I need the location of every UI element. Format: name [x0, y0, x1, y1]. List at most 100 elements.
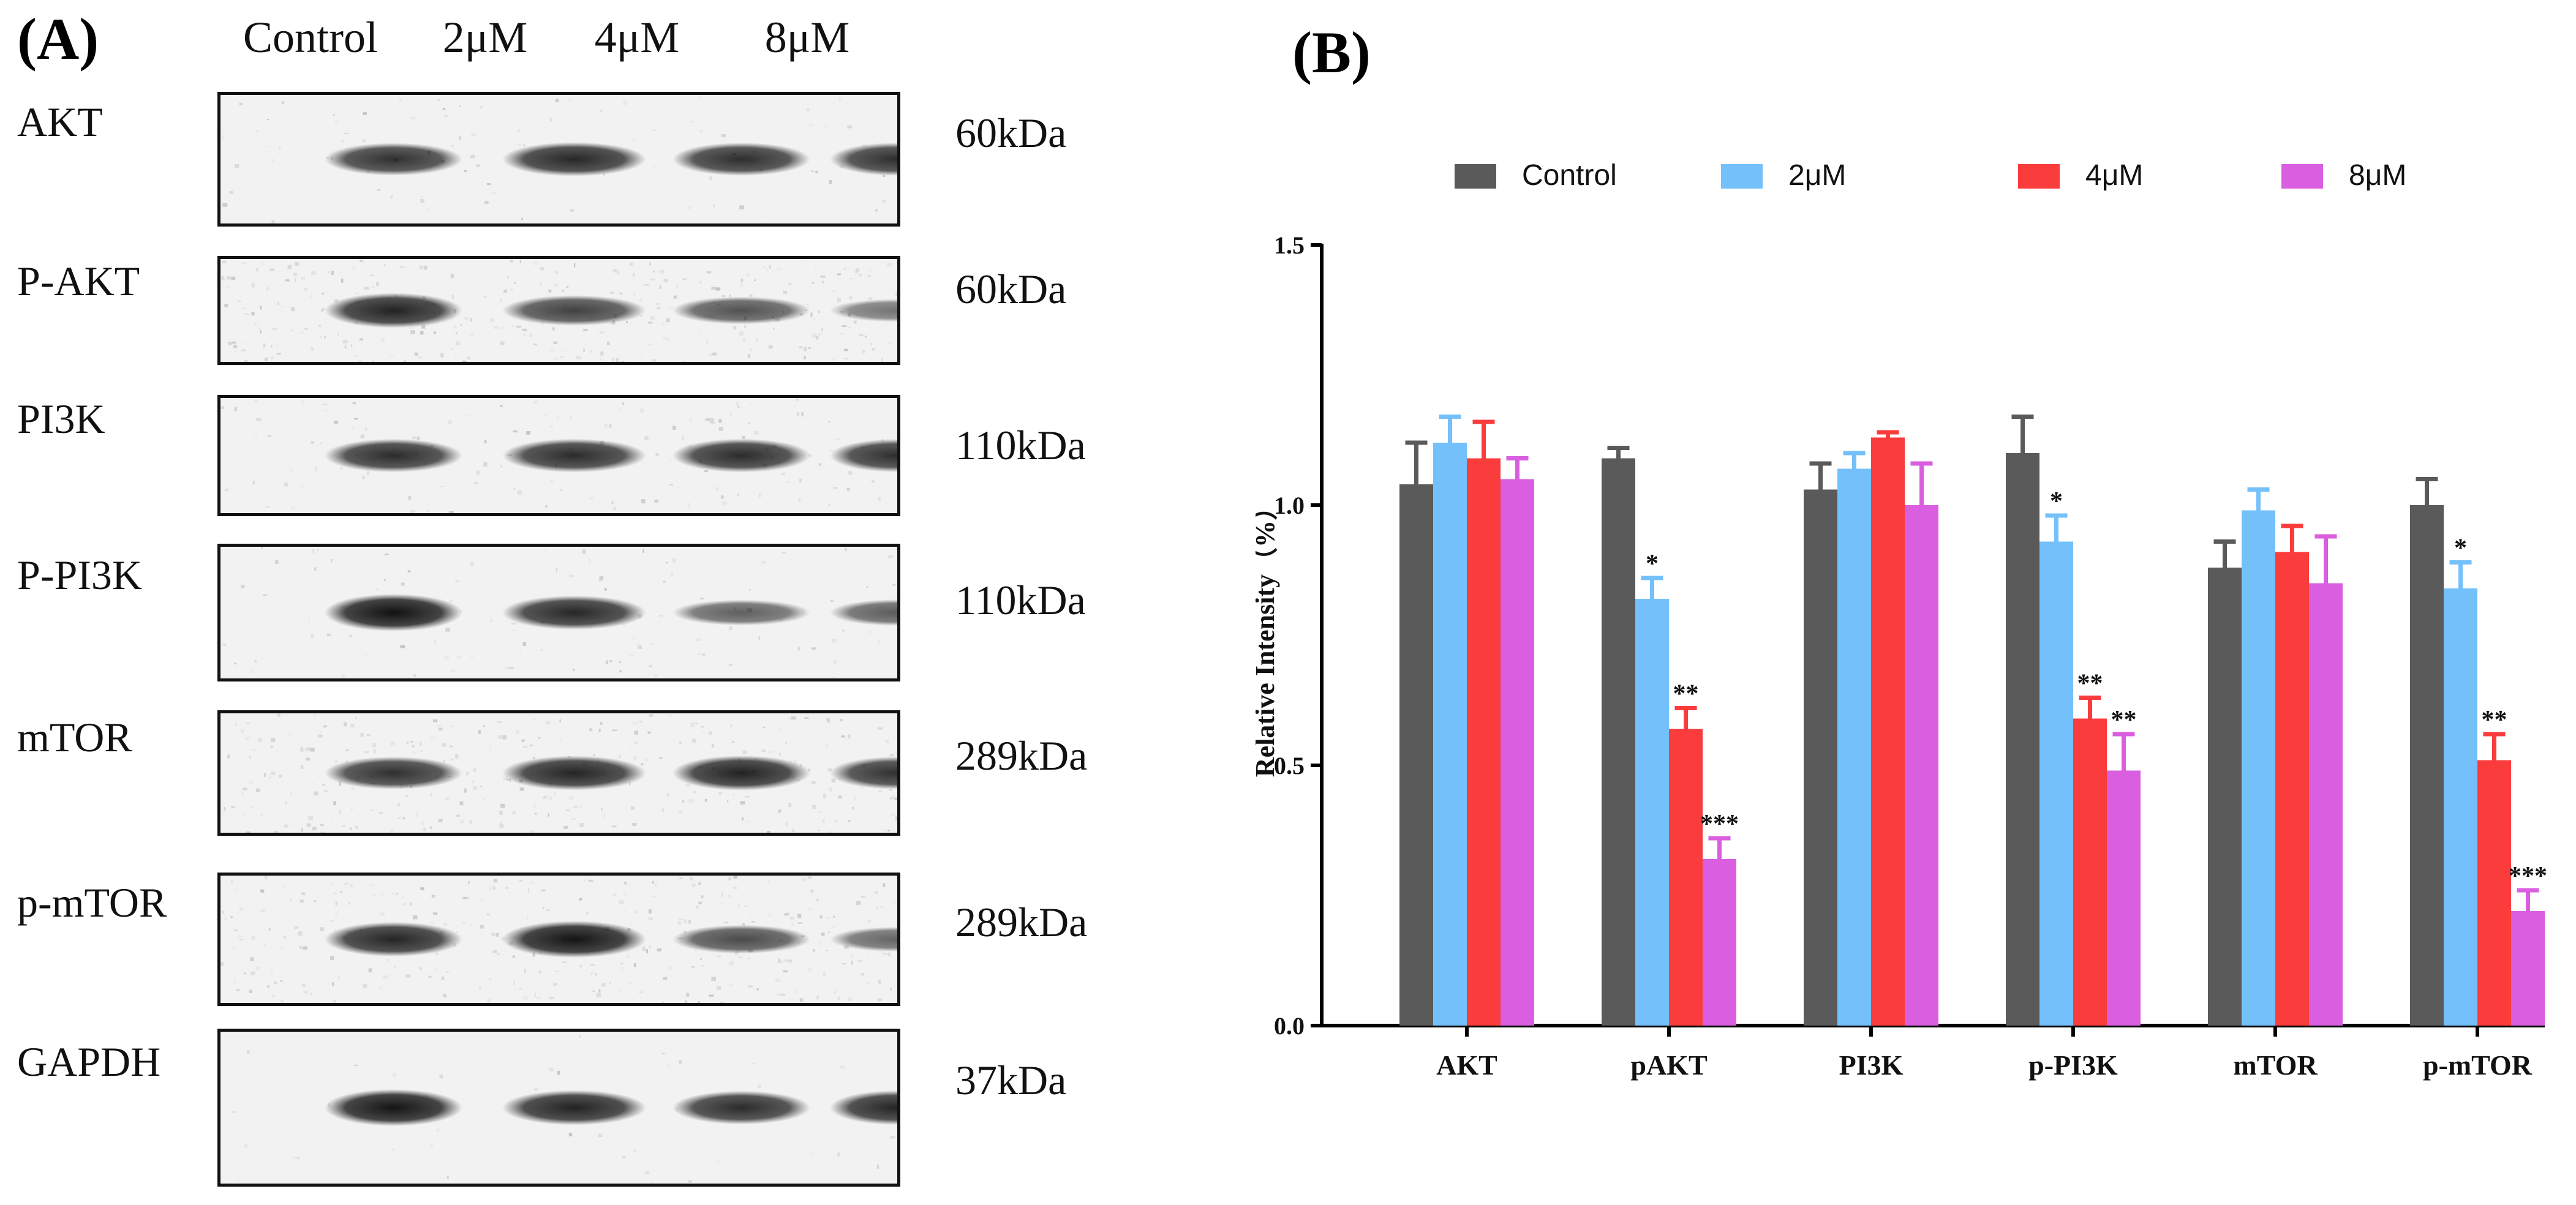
- blot-row-kda: 37kDa: [955, 1057, 1067, 1103]
- bar-Control-PI3K: [1804, 489, 1837, 1026]
- blot-band: [672, 755, 810, 791]
- blot-band: [830, 299, 897, 322]
- blot-band: [830, 142, 897, 176]
- blot-band: [830, 438, 897, 473]
- bar-Control-mTOR: [2208, 568, 2242, 1026]
- legend-label: 2μM: [1788, 159, 1846, 192]
- significance-marker: ***: [1700, 810, 1739, 838]
- blot-band: [672, 438, 810, 473]
- legend-swatch: [2281, 164, 2323, 189]
- blot-row-label: p-mTOR: [17, 879, 167, 926]
- blot-band: [672, 296, 810, 325]
- bar-2M-pAKT: [1635, 599, 1669, 1026]
- blot-band: [502, 595, 646, 630]
- bar-4M-PI3K: [1871, 437, 1905, 1026]
- column-label-control: Control: [243, 13, 378, 62]
- y-tick-label: 1.5: [1274, 231, 1305, 259]
- blot-row-label: AKT: [17, 99, 103, 145]
- significance-marker: *: [2050, 487, 2063, 516]
- blot-strip: [217, 256, 900, 365]
- significance-marker: *: [1646, 550, 1659, 578]
- chart-bars: *****************: [1399, 415, 2547, 1026]
- bar-4M-AKT: [1467, 458, 1501, 1026]
- panel-a-label: (A): [17, 6, 99, 72]
- significance-marker: *: [2454, 535, 2467, 563]
- bar-4M-pAKT: [1669, 729, 1703, 1026]
- blot-strip: [217, 710, 900, 836]
- chart-legend: Control 2μM 4μM 8μM: [1455, 159, 2406, 192]
- blot-row-label: PI3K: [17, 396, 105, 442]
- blot-row-kda: 289kDa: [955, 732, 1088, 779]
- legend-label: Control: [1522, 159, 1617, 192]
- bar-2M-AKT: [1433, 443, 1467, 1026]
- blot-band: [502, 920, 646, 958]
- legend-swatch: [1455, 164, 1496, 189]
- bar-8M-p-mTOR: [2511, 911, 2545, 1026]
- x-tick-label: mTOR: [2233, 1049, 2318, 1081]
- blot-band: [325, 143, 462, 176]
- significance-marker: **: [2111, 706, 2137, 734]
- x-tick-label: p-mTOR: [2423, 1049, 2533, 1081]
- blot-row-label: GAPDH: [17, 1038, 161, 1085]
- blot-row-kda: 60kDa: [955, 266, 1067, 312]
- column-label-2um: 2μM: [442, 13, 528, 62]
- y-tick-label: 1.0: [1274, 492, 1305, 519]
- blot-band: [830, 599, 897, 626]
- blot-strip: [217, 92, 900, 227]
- blot-row-kda: 110kDa: [955, 422, 1086, 468]
- blot-strip: [217, 395, 900, 516]
- x-tick-label: AKT: [1436, 1049, 1497, 1081]
- bar-4M-mTOR: [2275, 552, 2309, 1026]
- bar-8M-mTOR: [2309, 583, 2343, 1026]
- legend-swatch: [1721, 164, 1763, 189]
- blot-band: [830, 926, 897, 952]
- blot-row-kda: 110kDa: [955, 577, 1086, 623]
- blot-band: [325, 756, 462, 790]
- significance-marker: ***: [2509, 862, 2547, 890]
- legend-label: 8μM: [2349, 159, 2406, 192]
- bar-4M-p-mTOR: [2477, 760, 2511, 1026]
- blot-band: [502, 142, 646, 176]
- x-tick-label: p-PI3K: [2028, 1049, 2118, 1081]
- blot-band: [502, 438, 646, 473]
- blot-band: [672, 925, 810, 954]
- blot-row-label: mTOR: [17, 714, 132, 760]
- bar-2M-p-mTOR: [2444, 588, 2477, 1026]
- blot-band: [325, 293, 462, 328]
- bar-Control-pAKT: [1602, 458, 1635, 1026]
- bar-2M-PI3K: [1837, 468, 1871, 1026]
- blot-band: [830, 1090, 897, 1125]
- bar-8M-p-PI3K: [2107, 770, 2141, 1026]
- blot-strip: [217, 873, 900, 1006]
- bar-Control-p-mTOR: [2410, 505, 2444, 1026]
- panel-b-label: (B): [1292, 20, 1371, 85]
- bar-Control-p-PI3K: [2006, 453, 2039, 1026]
- blot-strip: [217, 544, 900, 681]
- blot-band: [672, 142, 810, 176]
- legend-swatch: [2018, 164, 2060, 189]
- blot-strip: [217, 1029, 900, 1187]
- y-axis-title: Relative Intensity（%）: [1256, 494, 1280, 777]
- x-tick-label: PI3K: [1839, 1049, 1904, 1081]
- column-label-4um: 4μM: [594, 13, 680, 62]
- column-label-8um: 8μM: [764, 13, 850, 62]
- significance-marker: **: [1673, 680, 1699, 708]
- bar-2M-mTOR: [2242, 510, 2275, 1026]
- blot-band: [325, 922, 462, 957]
- blot-row-label: P-AKT: [17, 258, 140, 304]
- blot-row-label: P-PI3K: [17, 552, 143, 598]
- blot-band: [502, 295, 646, 326]
- bar-8M-AKT: [1501, 479, 1534, 1026]
- blot-band: [830, 756, 897, 790]
- bar-chart: (B) Control 2μM 4μM 8μM 0.0 0.5 1.0 1.5 AKT pAKT…: [1256, 20, 2547, 1081]
- y-tick-label: 0.5: [1274, 752, 1305, 779]
- y-tick-label: 0.0: [1274, 1012, 1305, 1040]
- blot-band: [325, 1089, 462, 1127]
- bar-4M-p-PI3K: [2073, 718, 2107, 1026]
- blot-band: [672, 599, 810, 626]
- bar-8M-PI3K: [1905, 505, 1938, 1026]
- bar-8M-pAKT: [1703, 859, 1736, 1026]
- blot-band: [325, 594, 462, 631]
- bar-2M-p-PI3K: [2039, 541, 2073, 1026]
- significance-marker: **: [2077, 670, 2103, 698]
